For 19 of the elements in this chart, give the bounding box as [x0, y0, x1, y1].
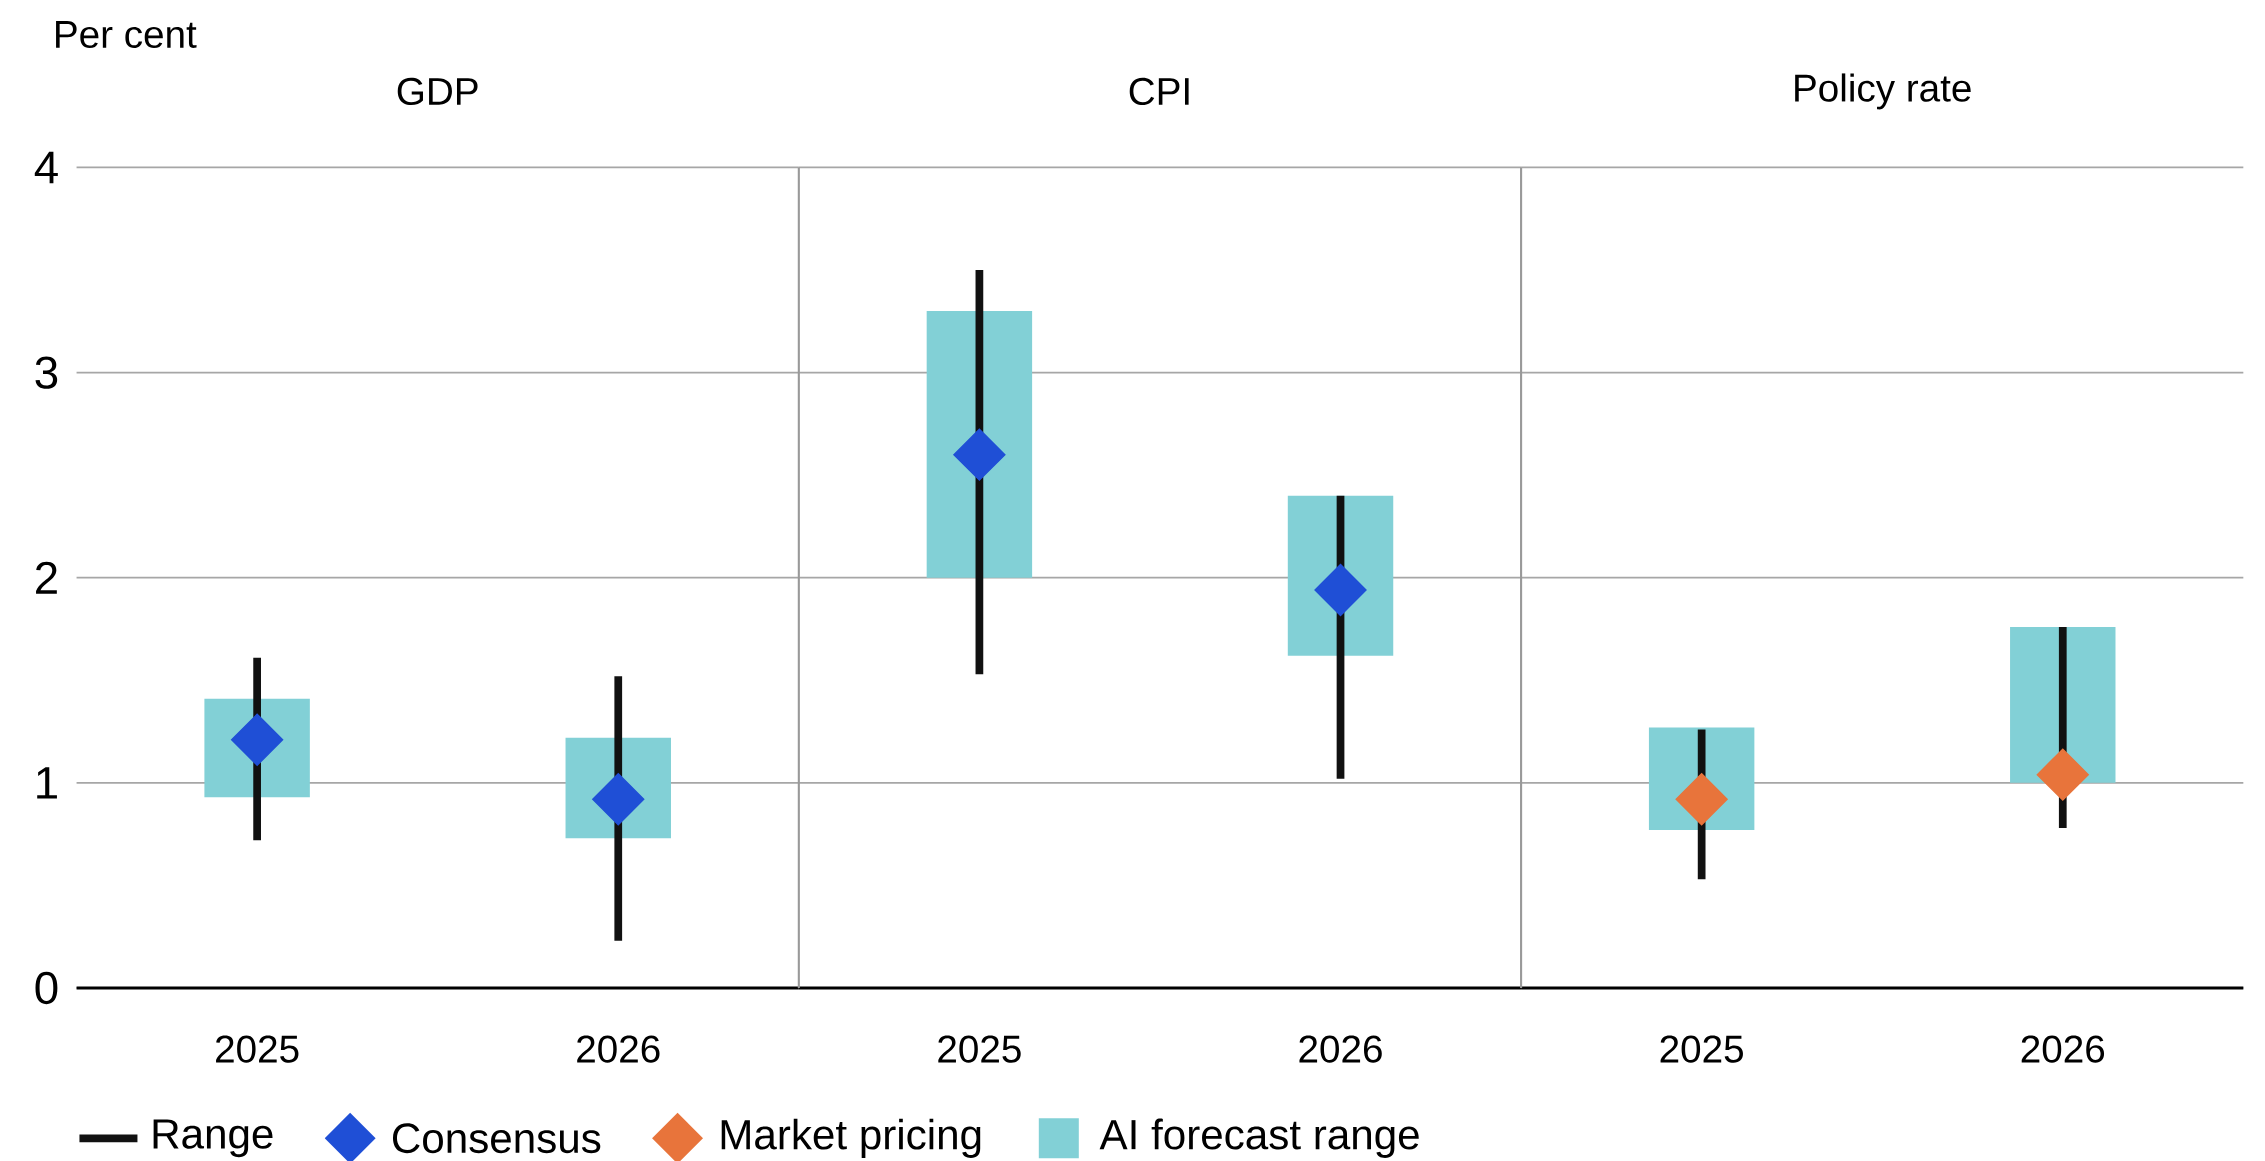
legend-label: Range [153, 1119, 273, 1158]
y-axis-title: Per cent [56, 21, 197, 49]
y-tick-label: 3 [35, 356, 58, 389]
legend-label: Market pricing [721, 1118, 981, 1158]
y-tick-label: 4 [34, 151, 58, 184]
chart-title: CPI [1129, 77, 1189, 106]
x-tick-label: 2025 [216, 1035, 299, 1063]
x-tick-label: 2026 [577, 1035, 660, 1063]
y-tick-label: 2 [36, 561, 57, 594]
x-tick-label: 2025 [1660, 1035, 1743, 1063]
y-tick-label: 1 [37, 767, 57, 799]
legend-label: Consensus [392, 1123, 601, 1154]
legend-label: AI forecast range [1099, 1118, 1419, 1158]
chart-title: GDP [397, 77, 478, 106]
y-tick-label: 0 [35, 971, 58, 1005]
chart-title: Policy rate [1795, 73, 1971, 110]
x-tick-label: 2026 [1299, 1035, 1382, 1063]
x-tick-label: 2026 [2021, 1035, 2105, 1063]
x-tick-label: 2025 [938, 1035, 1021, 1063]
